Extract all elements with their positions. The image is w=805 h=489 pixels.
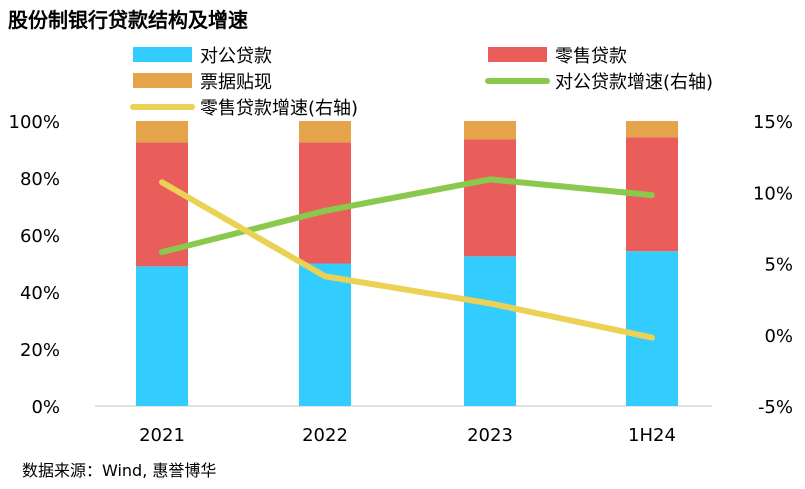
left-tick-label: 40% (20, 283, 60, 304)
bar-2-0 (136, 121, 188, 143)
right-tick-label: 5% (764, 255, 793, 276)
right-tick-label: 15% (753, 112, 793, 133)
bars (136, 121, 678, 406)
left-tick-label: 60% (20, 226, 60, 247)
x-tick-label: 1H24 (628, 425, 676, 446)
right-tick-label: 0% (764, 326, 793, 347)
legend-swatch-0 (133, 47, 192, 62)
bar-0-2 (464, 256, 516, 406)
bar-1-2 (464, 139, 516, 257)
series-line-4 (159, 179, 655, 341)
bar-1-1 (299, 142, 351, 264)
lines (159, 176, 655, 341)
left-tick-label: 0% (31, 397, 60, 418)
x-axis: 2021 2022 2023 1H24 (139, 425, 676, 446)
legend-label-4: 零售贷款增速(右轴) (200, 98, 358, 119)
right-tick-label: -5% (758, 397, 793, 418)
legend-swatch-2 (133, 73, 192, 88)
x-tick-label: 2022 (302, 425, 348, 446)
legend-label-3: 对公贷款增速(右轴) (555, 72, 713, 93)
left-tick-label: 20% (20, 340, 60, 361)
legend-swatch-1 (488, 47, 547, 62)
bar-2-1 (299, 121, 351, 143)
bar-0-0 (136, 266, 188, 406)
source-note: 数据来源：Wind, 惠誉博华 (22, 461, 216, 480)
left-axis: 100% 80% 60% 40% 20% 0% (9, 112, 60, 418)
right-tick-label: 10% (753, 183, 793, 204)
legend-label-2: 票据贴现 (200, 72, 272, 93)
bar-0-1 (299, 263, 351, 406)
x-tick-label: 2023 (467, 425, 513, 446)
chart-title: 股份制银行贷款结构及增速 (8, 8, 248, 32)
right-axis: 15% 10% 5% 0% -5% (753, 112, 793, 418)
bar-2-3 (626, 121, 678, 138)
x-tick-label: 2021 (139, 425, 185, 446)
bar-0-3 (626, 251, 678, 406)
left-tick-label: 80% (20, 169, 60, 190)
series-line-3 (159, 176, 655, 256)
left-tick-label: 100% (9, 112, 60, 133)
legend-label-1: 零售贷款 (555, 46, 627, 67)
bar-2-2 (464, 121, 516, 140)
legend-label-0: 对公贷款 (200, 46, 272, 67)
